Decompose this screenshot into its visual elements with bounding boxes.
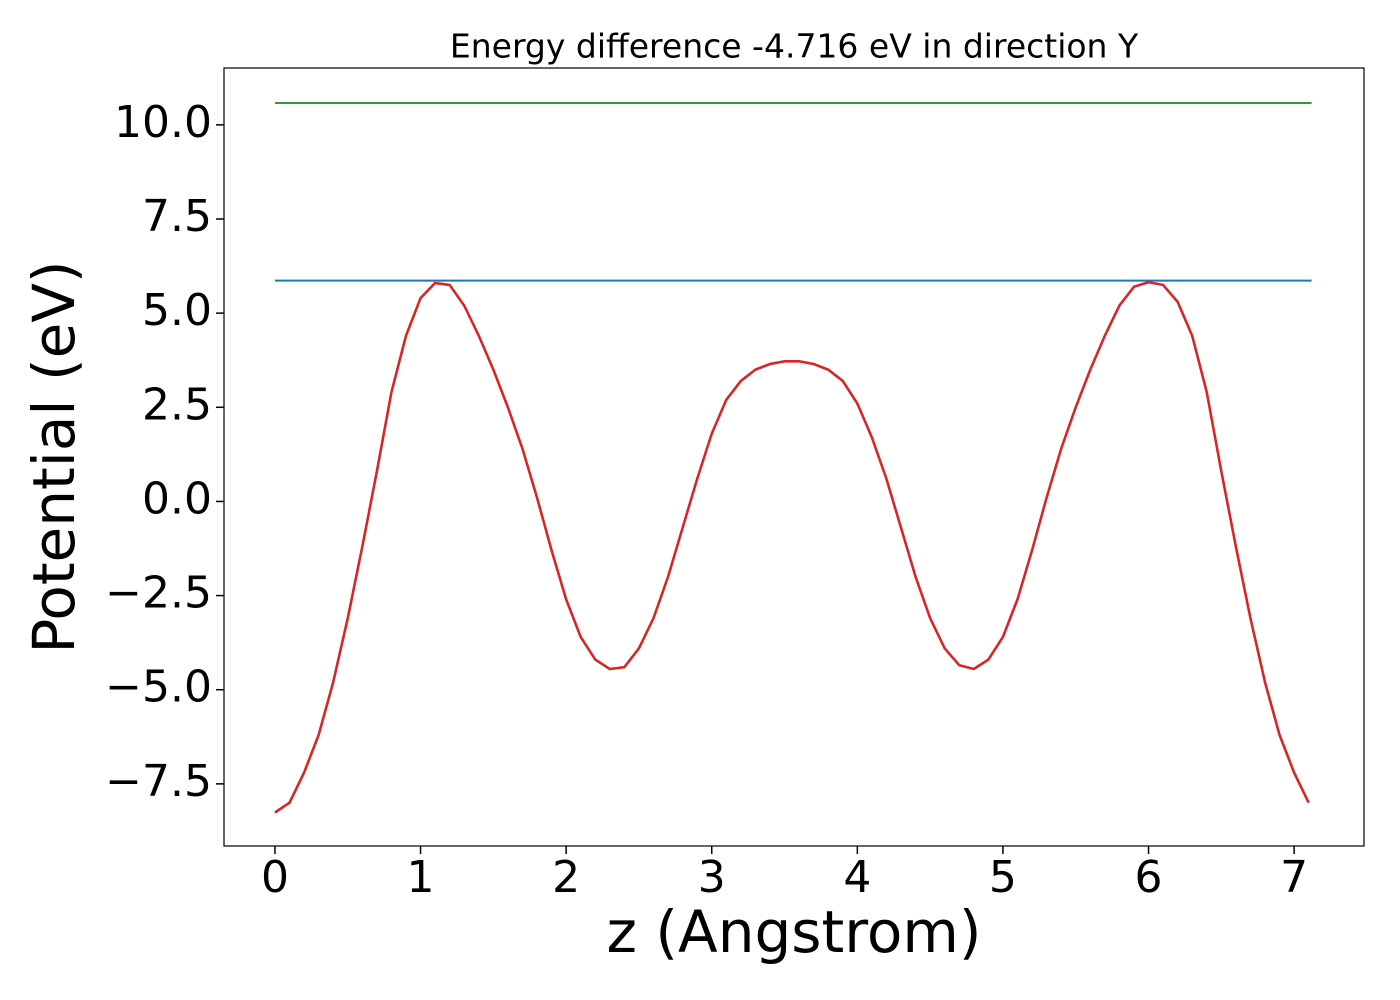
x-tick-label: 4	[843, 852, 871, 903]
y-tick-label: −5.0	[105, 662, 212, 713]
x-tick-label: 1	[407, 852, 435, 903]
x-tick-label: 0	[261, 852, 289, 903]
y-axis-label: Potential (eV)	[20, 260, 88, 653]
y-tick-label: 5.0	[142, 285, 212, 336]
y-tick-label: 2.5	[142, 379, 212, 430]
x-tick-label: 2	[552, 852, 580, 903]
y-tick-label: 10.0	[114, 97, 212, 148]
x-tick-label: 3	[698, 852, 726, 903]
y-tick-label: −7.5	[105, 756, 212, 807]
x-axis-label: z (Angstrom)	[607, 898, 982, 966]
y-tick-label: 0.0	[142, 473, 212, 524]
x-tick-label: 7	[1280, 852, 1308, 903]
plot-frame	[223, 67, 1365, 847]
series-line	[274, 280, 1310, 814]
y-tick-label: −2.5	[105, 568, 212, 619]
y-tick-label: 7.5	[142, 191, 212, 242]
x-tick-label: 6	[1135, 852, 1163, 903]
chart-title: Energy difference -4.716 eV in direction…	[450, 27, 1139, 66]
x-tick-label: 5	[989, 852, 1017, 903]
